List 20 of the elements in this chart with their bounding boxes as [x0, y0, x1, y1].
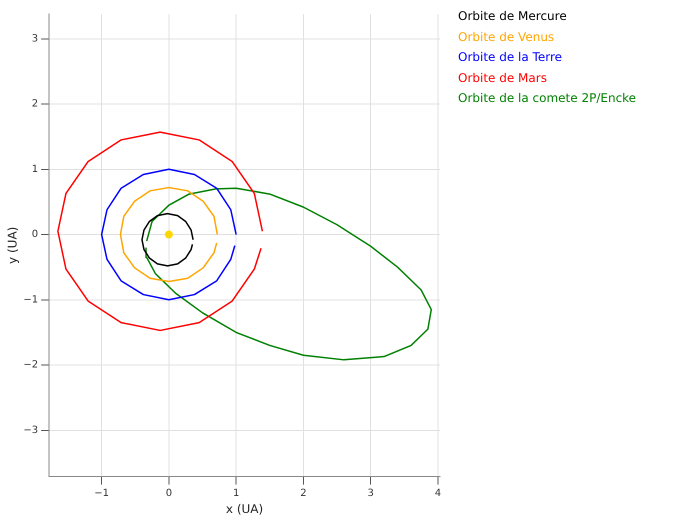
- y-tick-label: −2: [23, 360, 38, 371]
- y-tick-label: −3: [23, 424, 38, 436]
- y-tick-label: 2: [32, 98, 38, 110]
- y-axis-title: y (UA): [5, 226, 20, 264]
- y-tick-label: −1: [23, 294, 38, 306]
- x-tick-label: −1: [94, 488, 109, 500]
- y-tick-label: 3: [32, 33, 38, 44]
- text: Orbite de Mercure: [458, 8, 568, 25]
- y-tick-label: 0: [32, 229, 38, 240]
- text: Orbite de la Terre: [458, 49, 563, 66]
- x-tick-label: 2: [300, 488, 307, 500]
- x-tick-label: 1: [232, 488, 240, 500]
- y-tick-label: 1: [32, 164, 38, 175]
- x-tick-label: 0: [166, 488, 172, 500]
- text: Orbite de Mars: [458, 70, 548, 86]
- x-tick-label: 3: [368, 488, 374, 500]
- text: Orbite de Venus: [458, 28, 556, 46]
- x-axis-title: x (UA): [226, 502, 264, 516]
- text: Orbite de la comete 2P/Encke: [458, 90, 636, 107]
- x-tick-label: 4: [434, 488, 442, 500]
